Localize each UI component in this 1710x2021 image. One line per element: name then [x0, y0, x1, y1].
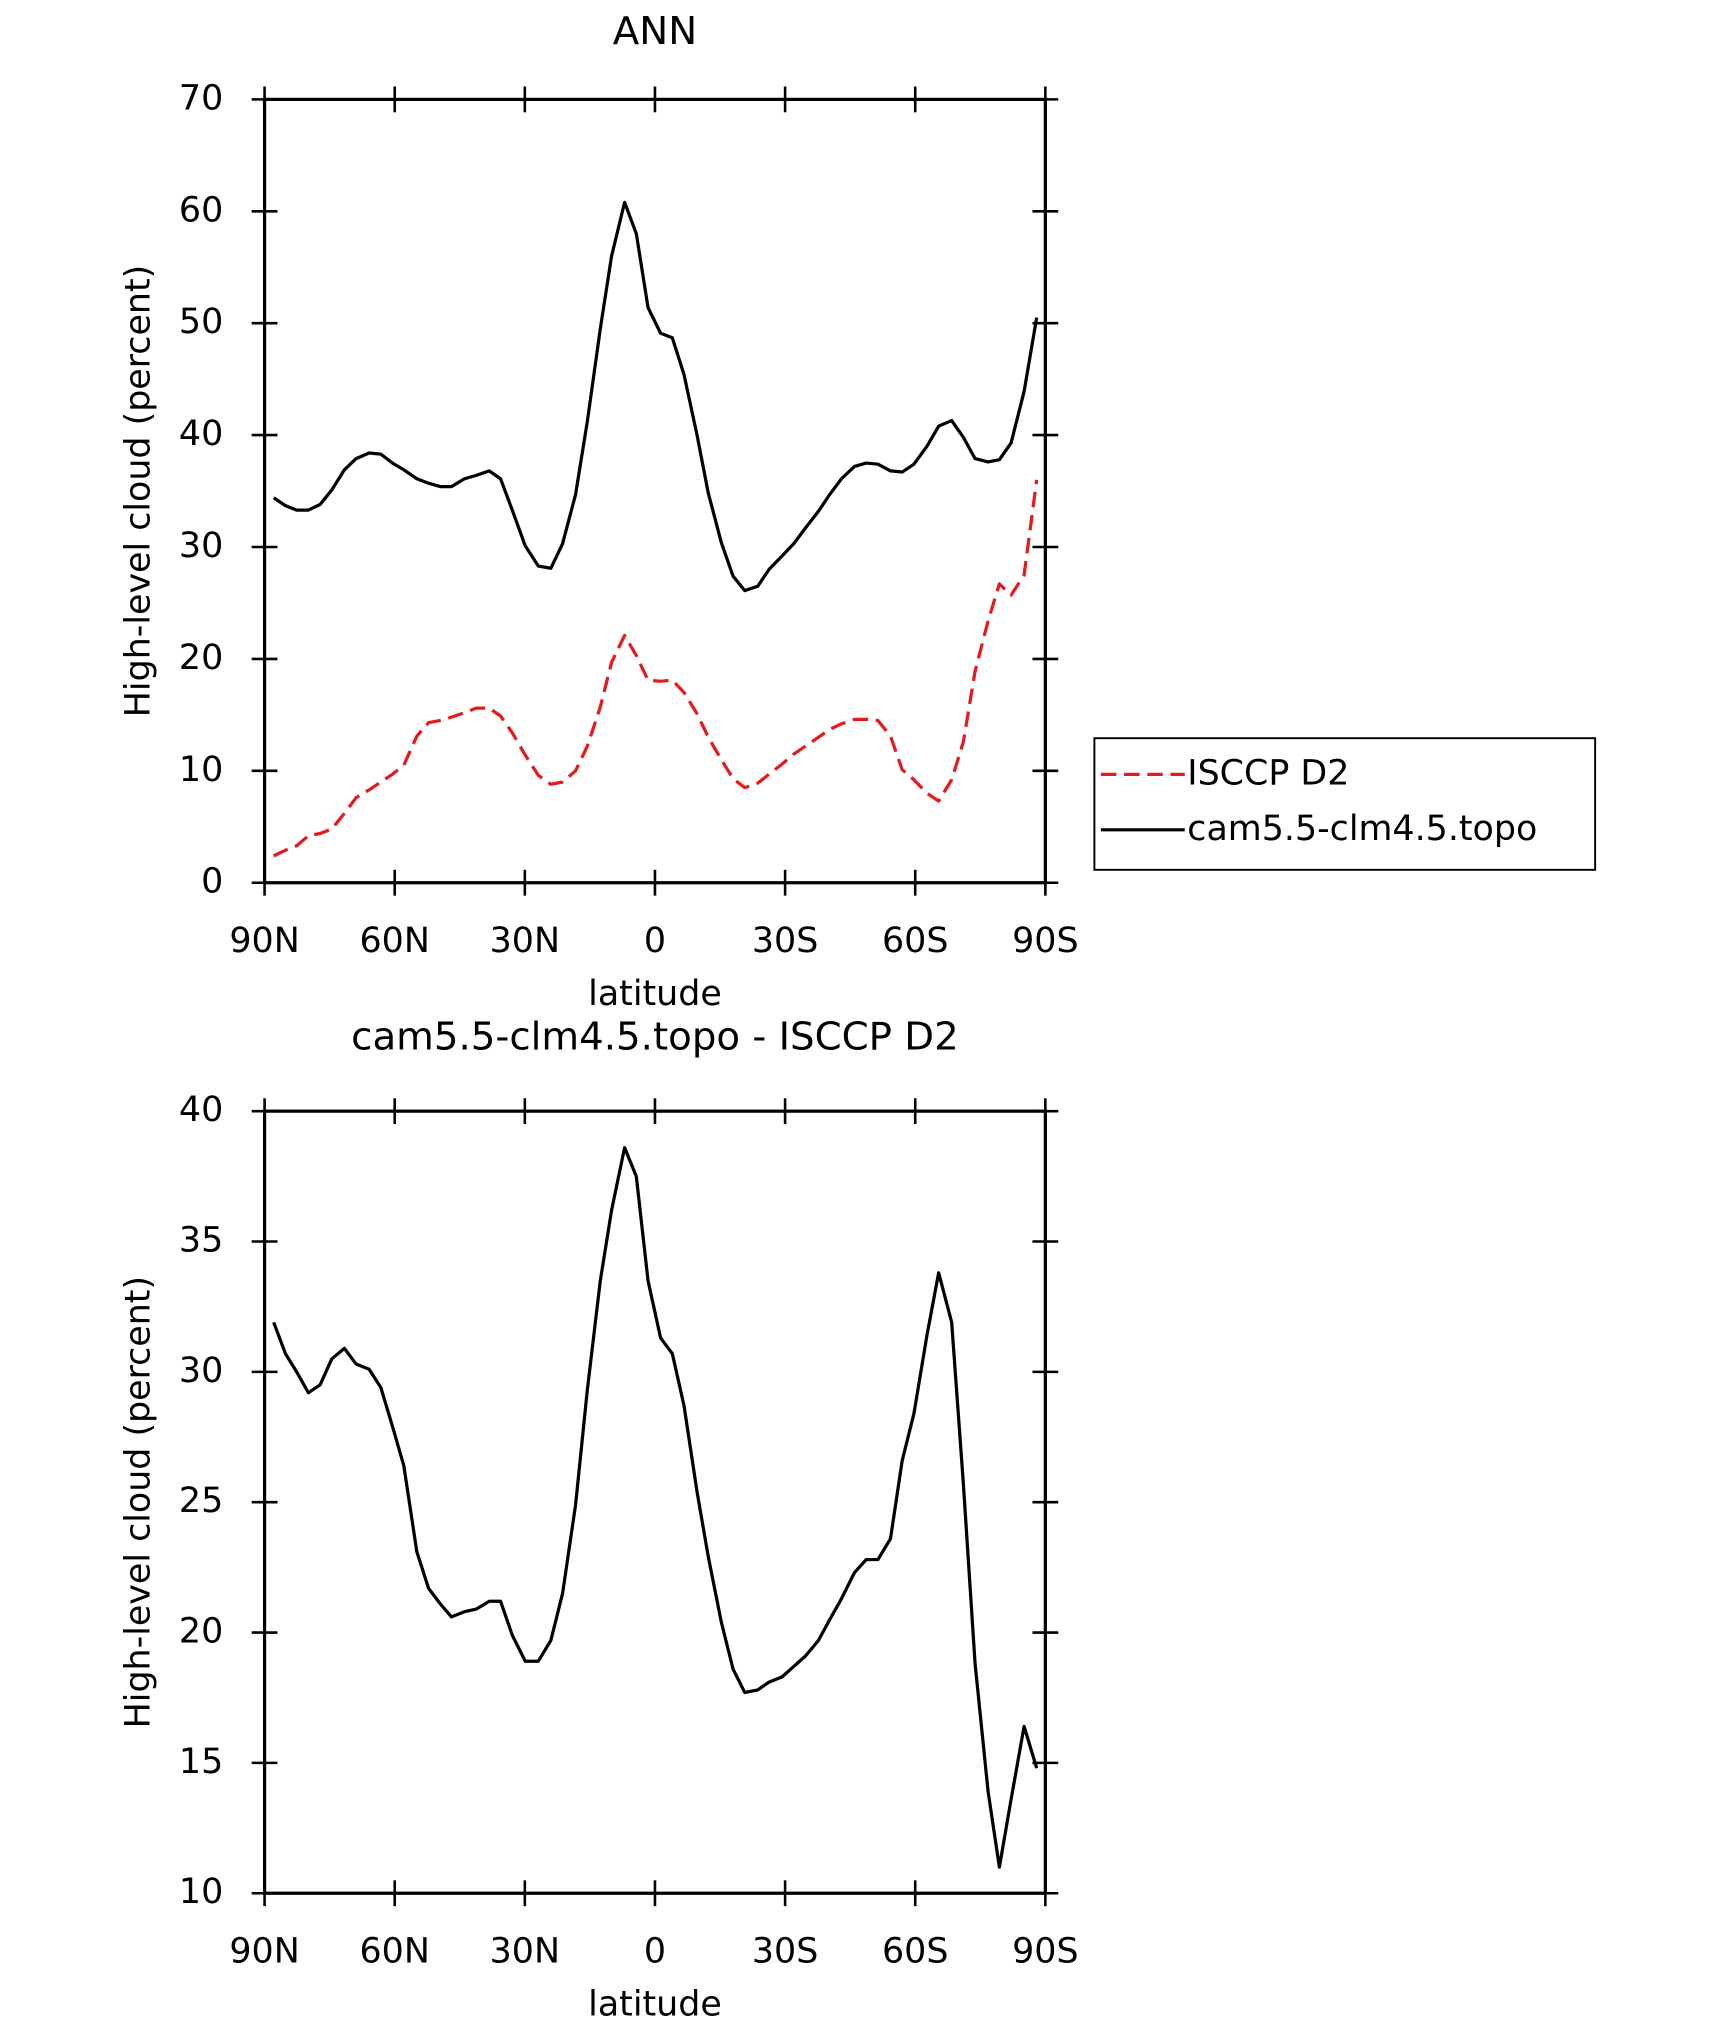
plot-frame — [262, 1109, 1047, 1895]
y-tick-label: 25 — [179, 1481, 223, 1521]
chart-title: cam5.5-clm4.5.topo - ISCCP D2 — [351, 1014, 959, 1059]
x-tick-label: 30S — [752, 1932, 818, 1972]
y-tick-label: 50 — [179, 302, 223, 342]
y-axis-label: High-level cloud (percent) — [118, 1276, 158, 1728]
legend-box — [1093, 737, 1597, 871]
x-tick-label: 0 — [644, 1932, 666, 1972]
x-tick-label: 30N — [490, 921, 560, 961]
x-axis-label: latitude — [588, 1985, 722, 2021]
x-axis-label: latitude — [588, 974, 722, 1014]
y-tick-label: 10 — [179, 750, 223, 790]
y-tick-label: 15 — [179, 1742, 223, 1782]
x-tick-label: 90S — [1012, 921, 1078, 961]
x-tick-label: 60S — [882, 921, 948, 961]
y-tick-label: 40 — [179, 1090, 223, 1130]
x-tick-label: 0 — [644, 921, 666, 961]
legend-label: cam5.5-clm4.5.topo — [1187, 809, 1537, 849]
x-tick-label: 30N — [490, 1932, 560, 1972]
x-tick-label: 30S — [752, 921, 818, 961]
y-tick-label: 70 — [179, 78, 223, 118]
y-tick-label: 20 — [179, 1612, 223, 1652]
y-tick-label: 20 — [179, 638, 223, 678]
y-tick-label: 10 — [179, 1872, 223, 1912]
y-tick-label: 35 — [179, 1221, 223, 1261]
x-tick-label: 90S — [1012, 1932, 1078, 1972]
y-tick-label: 0 — [201, 862, 223, 902]
y-tick-label: 30 — [179, 1351, 223, 1391]
x-tick-label: 60N — [360, 921, 430, 961]
x-tick-label: 60N — [360, 1932, 430, 1972]
y-axis-label: High-level cloud (percent) — [118, 265, 158, 717]
x-tick-label: 60S — [882, 1932, 948, 1972]
x-tick-label: 90N — [229, 921, 299, 961]
data-line — [272, 1146, 1039, 1869]
data-line — [272, 200, 1039, 593]
legend-label: ISCCP D2 — [1187, 753, 1349, 793]
y-tick-label: 30 — [179, 526, 223, 566]
plot-frame — [262, 97, 1047, 885]
chart-title: ANN — [613, 9, 697, 54]
y-tick-label: 40 — [179, 414, 223, 454]
x-tick-label: 90N — [229, 1932, 299, 1972]
y-tick-label: 60 — [179, 190, 223, 230]
data-line — [272, 479, 1039, 858]
